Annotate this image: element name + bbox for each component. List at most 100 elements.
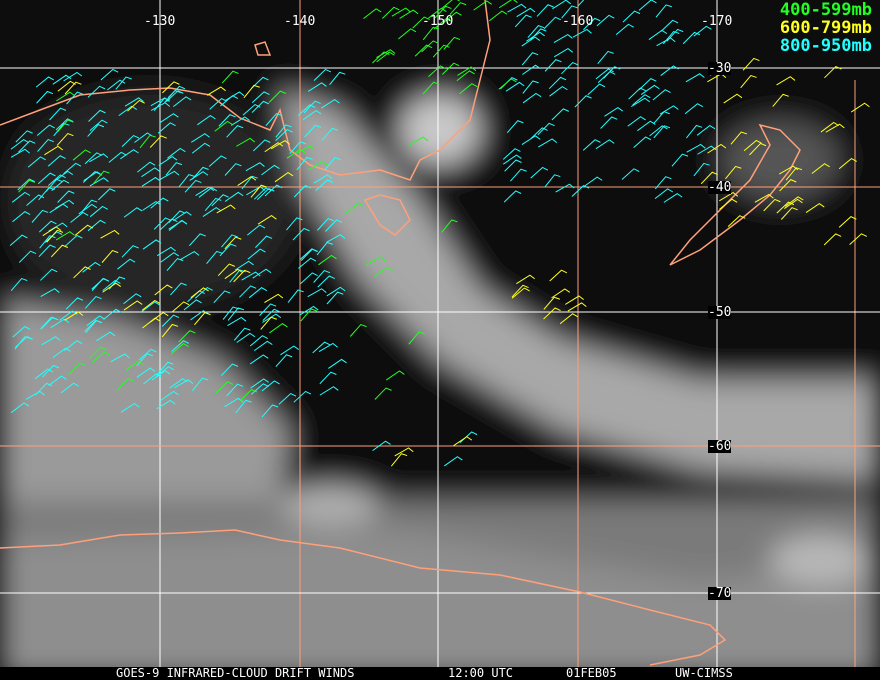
wind-barb — [237, 176, 257, 186]
footer-source: UW-CIMSS — [675, 666, 733, 680]
wind-barb — [167, 147, 186, 159]
wind-barb — [91, 351, 110, 363]
wind-barb — [749, 142, 767, 156]
wind-barb — [522, 64, 541, 75]
wind-barb — [222, 306, 239, 320]
wind-barb — [206, 250, 223, 265]
wind-barb — [297, 104, 316, 117]
wind-barb — [693, 25, 712, 37]
wind-barb — [503, 190, 522, 203]
wind-barb — [49, 107, 67, 121]
wind-barb — [270, 140, 291, 150]
wind-barb — [693, 162, 710, 177]
wind-barb — [14, 336, 31, 350]
wind-barb — [44, 145, 64, 156]
wind-barb — [763, 198, 781, 212]
wind-barb — [36, 124, 55, 136]
wind-barb — [156, 361, 174, 375]
wind-barb — [216, 204, 236, 214]
wind-barb — [567, 302, 587, 312]
wind-barb — [313, 174, 333, 184]
wind-barb — [577, 0, 585, 7]
wind-barb — [18, 250, 37, 263]
wind-barb — [596, 14, 615, 27]
wind-barb — [399, 9, 419, 19]
wind-barb — [165, 90, 184, 103]
wind-barbs — [9, 0, 870, 467]
wind-barb — [838, 157, 857, 170]
wind-barb — [86, 315, 105, 327]
wind-barb — [206, 86, 226, 96]
wind-barb — [141, 301, 161, 312]
wind-barb — [275, 354, 293, 368]
wind-barb — [312, 341, 331, 354]
wind-barb — [543, 307, 561, 320]
wind-barb — [224, 236, 242, 250]
wind-barb — [56, 132, 74, 146]
wind-barb — [165, 162, 183, 176]
wind-barb — [220, 363, 239, 377]
wind-barb — [121, 134, 140, 148]
wind-barb — [544, 59, 562, 72]
wind-barb — [157, 122, 176, 134]
wind-barb — [188, 233, 206, 247]
wind-barb — [246, 224, 266, 236]
wind-barb — [278, 392, 297, 405]
wind-barb — [250, 378, 269, 389]
wind-barb — [9, 234, 28, 247]
wind-barb — [443, 36, 461, 50]
wind-barb — [317, 217, 334, 231]
wind-barb — [457, 66, 477, 76]
wind-barb — [374, 266, 393, 277]
wind-barb — [221, 70, 239, 84]
wind-barb — [326, 234, 346, 243]
wind-barb — [54, 170, 74, 182]
wind-barb — [621, 168, 640, 180]
wind-barb — [183, 299, 202, 311]
wind-barb — [124, 97, 144, 107]
wind-barb — [35, 76, 55, 88]
wind-barb — [502, 148, 521, 160]
wind-barb — [251, 91, 270, 104]
wind-barb — [10, 148, 30, 158]
wind-barb — [422, 81, 440, 95]
wind-barb — [286, 148, 306, 159]
wind-barb — [725, 165, 742, 180]
wind-barb — [473, 0, 493, 11]
wind-barb — [101, 249, 119, 263]
wind-barb — [604, 106, 624, 117]
wind-barb — [293, 185, 312, 198]
wind-barb — [36, 90, 54, 104]
wind-barb — [57, 80, 76, 92]
wind-barb — [299, 305, 319, 316]
wind-barb — [549, 269, 568, 282]
wind-barb — [166, 258, 184, 271]
wind-barb — [653, 111, 670, 124]
wind-barb — [449, 2, 467, 15]
wind-barb — [700, 171, 718, 185]
wind-barb — [141, 176, 161, 187]
wind-barb — [300, 272, 318, 285]
wind-barb — [127, 99, 145, 112]
wind-barb — [89, 119, 108, 131]
wind-barb — [551, 108, 570, 121]
wind-barb — [100, 68, 119, 81]
wind-barb — [143, 373, 162, 385]
wind-barb — [262, 313, 282, 323]
wind-barb — [74, 224, 94, 236]
wind-barb — [82, 261, 101, 273]
wind-barb — [48, 375, 67, 387]
wind-barb — [150, 102, 171, 111]
wind-barb — [219, 243, 237, 257]
wind-barb — [653, 125, 671, 139]
wind-barb — [772, 93, 789, 107]
wind-barb — [308, 160, 328, 171]
wind-barb — [170, 343, 189, 355]
wind-barb — [168, 210, 186, 223]
wind-barb — [649, 125, 668, 137]
wind-barb — [172, 211, 192, 222]
wind-barb — [194, 312, 211, 326]
footer-bar: GOES-9 INFRARED-CLOUD DRIFT WINDS 12:00 … — [0, 667, 880, 680]
